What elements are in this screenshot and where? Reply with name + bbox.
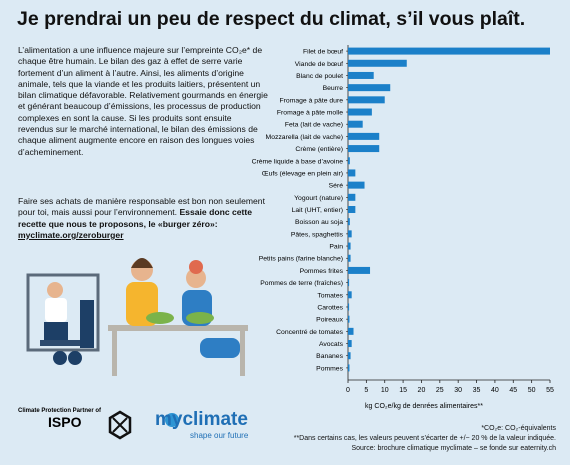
x-tick-label: 50: [528, 387, 536, 394]
bar: [348, 145, 380, 153]
title: Je prendrai un peu de respect du climat,…: [17, 8, 526, 30]
y-tick-label: Yogourt (nature): [294, 195, 343, 202]
footnote: *CO₂e: CO₂-équivalents: [481, 425, 556, 432]
bar: [348, 327, 354, 335]
footnote: Source: brochure climatique myclimate – …: [351, 445, 556, 452]
y-tick-label: Beurre: [323, 85, 344, 92]
bar: [348, 132, 380, 140]
x-tick-label: 35: [473, 387, 481, 394]
call-to-action: Faire ses achats de manière responsable …: [18, 196, 268, 241]
x-tick-label: 20: [418, 387, 426, 394]
cta-bold: Essaie donc cette recette que nous te pr…: [18, 207, 253, 229]
y-tick-label: Lait (UHT, entier): [292, 207, 343, 214]
x-tick-label: 0: [346, 387, 350, 394]
y-tick-label: Mozzarella (lait de vache): [266, 134, 343, 141]
y-tick-label: Pommes: [316, 365, 343, 372]
y-tick-label: Concentré de tomates: [276, 329, 343, 336]
bar: [348, 230, 352, 238]
y-tick-label: Blanc de poulet: [296, 73, 343, 80]
x-tick-label: 5: [364, 387, 368, 394]
y-tick-label: Carottes: [317, 304, 343, 311]
bar: [348, 218, 350, 226]
logos: [108, 410, 179, 440]
bar: [348, 364, 350, 372]
bar: [348, 193, 356, 201]
cta-text: Faire ses achats de manière responsable …: [18, 196, 265, 218]
y-tick-label: Viande de bœuf: [295, 61, 343, 68]
myclimate-tagline: shape our future: [190, 431, 249, 440]
bar: [348, 96, 385, 104]
bar: [348, 254, 351, 262]
bar: [348, 59, 407, 67]
myclimate-logo: myclimate: [155, 409, 248, 430]
y-tick-label: Feta (lait de vache): [285, 122, 343, 129]
bar: [348, 47, 550, 55]
bar: [348, 108, 372, 116]
bar: [348, 242, 351, 250]
y-tick-label: Tomates: [317, 292, 343, 299]
bar: [348, 340, 352, 348]
y-tick-label: Pâtes, spaghettis: [291, 231, 344, 238]
bar: [348, 279, 350, 287]
bar: [348, 206, 356, 213]
y-tick-label: Boisson au soja: [295, 219, 343, 226]
x-tick-label: 45: [509, 387, 517, 394]
x-tick-label: 55: [546, 387, 554, 394]
bar: [348, 120, 363, 128]
y-tick-label: Bananes: [316, 353, 343, 360]
bar: [348, 266, 371, 274]
bar: [348, 84, 391, 92]
y-tick-label: Pommes frites: [300, 268, 344, 275]
bar: [348, 315, 350, 323]
x-tick-label: 30: [454, 387, 462, 394]
x-axis-label: kg CO₂e/kg de denrées alimentaires**: [365, 403, 483, 410]
footnote: **Dans certains cas, les valeurs peuvent…: [293, 435, 556, 442]
bar: [348, 352, 351, 360]
x-tick-label: 25: [436, 387, 444, 394]
y-tick-label: Fromage à pâte molle: [277, 110, 343, 117]
x-tick-label: 10: [381, 387, 389, 394]
x-tick-label: 15: [399, 387, 407, 394]
y-tick-label: Avocats: [319, 341, 344, 348]
y-tick-label: Crème liquide à base d’avoine: [252, 158, 344, 165]
y-tick-label: Séré: [329, 183, 344, 190]
x-tick-label: 40: [491, 387, 499, 394]
y-tick-label: Fromage à pâte dure: [280, 97, 344, 104]
partner-caption: Climate Protection Partner of: [18, 408, 102, 414]
bar: [348, 303, 350, 311]
y-tick-label: Pain: [329, 244, 343, 251]
y-tick-label: Petits pains (farine blanche): [259, 256, 343, 263]
y-tick-label: Crème (entière): [295, 146, 343, 153]
bar: [348, 181, 365, 189]
bar: [348, 71, 374, 79]
y-tick-label: Poireaux: [316, 317, 343, 324]
ispo-logo: ISPO: [48, 414, 82, 430]
bar: [348, 169, 356, 177]
y-tick-label: Œufs (élevage en plein air): [262, 170, 343, 177]
intro-paragraph: L’alimentation a une influence majeure s…: [18, 45, 268, 157]
illustration: [26, 258, 248, 376]
y-tick-label: Pommes de terre (fraîches): [260, 280, 343, 287]
cta-link[interactable]: myclimate.org/zeroburger: [18, 229, 124, 240]
y-tick-label: Filet de bœuf: [303, 49, 343, 56]
bar: [348, 291, 352, 299]
bar: [348, 157, 350, 165]
